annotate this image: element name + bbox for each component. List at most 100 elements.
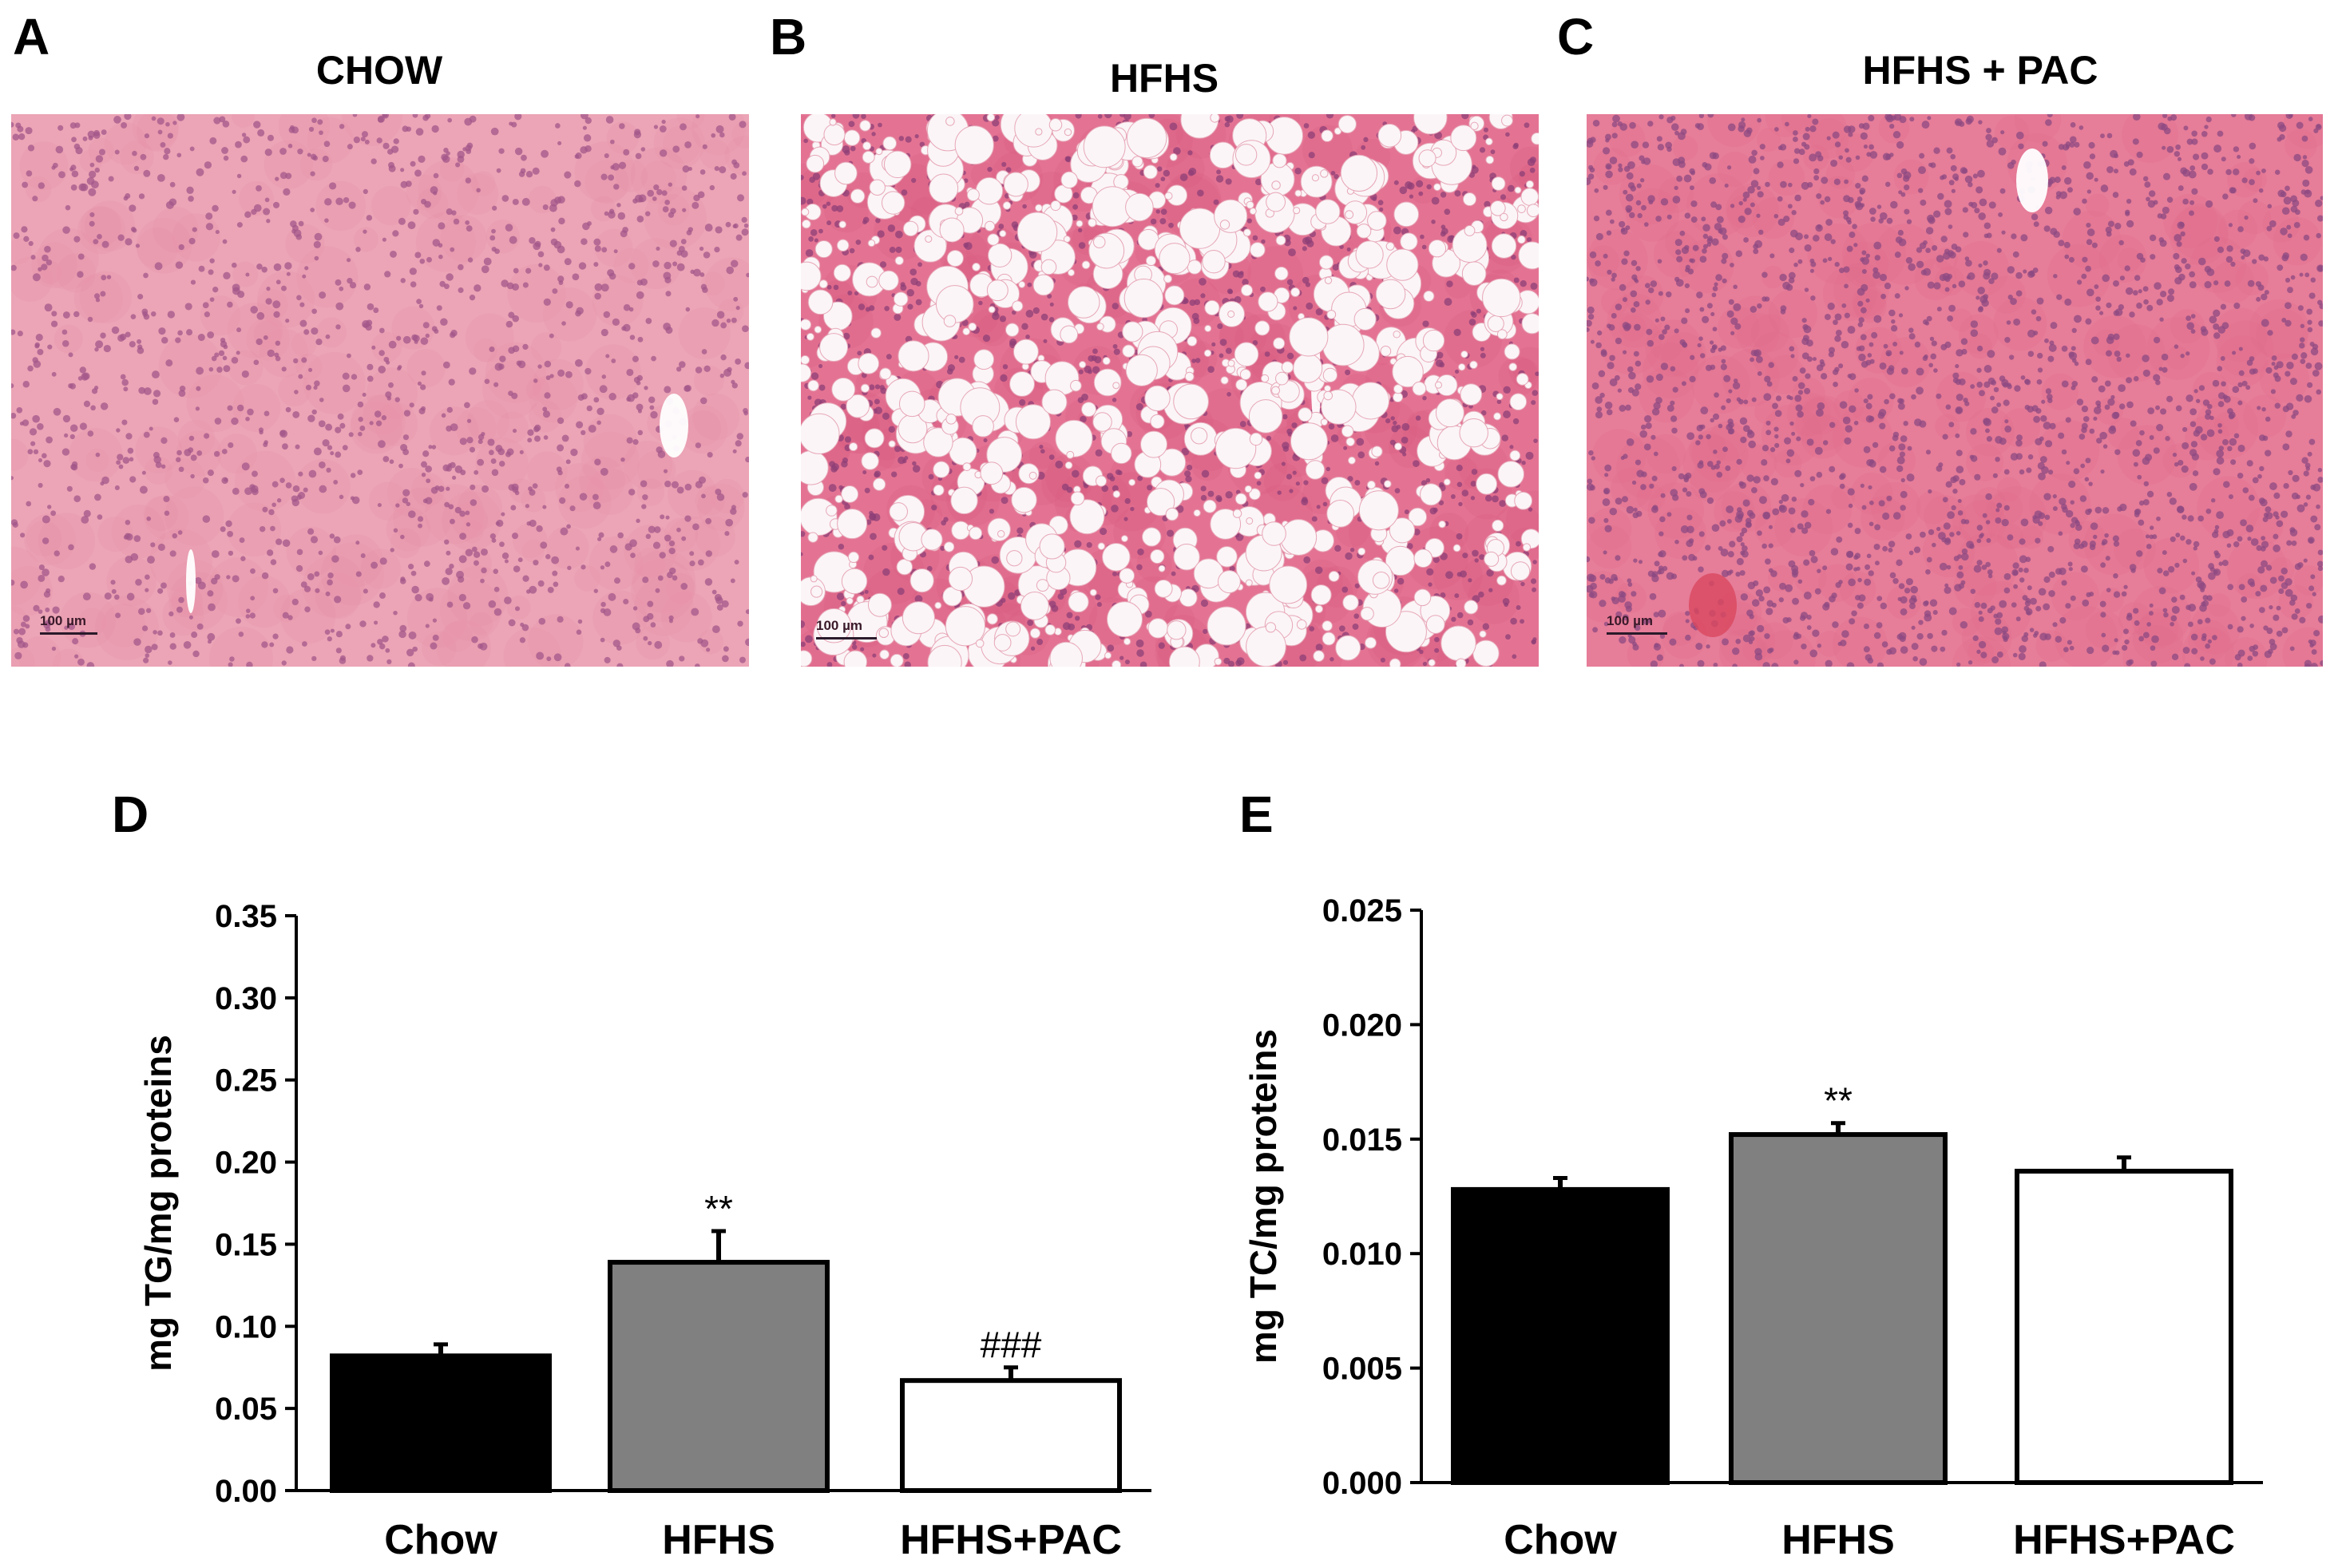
lipid-droplet bbox=[1386, 248, 1419, 281]
lipid-droplet bbox=[923, 427, 953, 457]
lipid-droplet bbox=[1341, 425, 1354, 438]
lipid-droplet bbox=[1097, 542, 1106, 550]
lipid-droplet bbox=[1293, 207, 1301, 215]
lipid-droplet bbox=[846, 597, 854, 605]
lipid-droplet bbox=[1491, 233, 1517, 259]
lipid-droplet bbox=[1125, 192, 1154, 222]
lipid-droplet bbox=[962, 327, 971, 336]
lipid-droplet bbox=[1139, 430, 1168, 458]
lipid-droplet bbox=[1012, 300, 1024, 312]
panel-letter-a: A bbox=[13, 8, 50, 65]
y-tick-label: 0.10 bbox=[215, 1309, 277, 1344]
lipid-droplet bbox=[1517, 204, 1526, 213]
lipid-droplet bbox=[1187, 335, 1198, 346]
lipid-droplet bbox=[993, 634, 1012, 651]
histology-image-hfhs bbox=[801, 114, 1539, 667]
panel-letter-c: C bbox=[1557, 8, 1595, 65]
lipid-droplet bbox=[1214, 657, 1223, 666]
lipid-droplet bbox=[1092, 236, 1106, 248]
lipid-droplet bbox=[1514, 186, 1522, 194]
lipid-droplet bbox=[1060, 325, 1079, 344]
lipid-droplet bbox=[1250, 242, 1266, 258]
lipid-droplet bbox=[1383, 480, 1392, 488]
lipid-droplet bbox=[1131, 156, 1143, 168]
y-tick-label: 0.005 bbox=[1322, 1352, 1402, 1387]
lipid-droplet bbox=[1234, 342, 1259, 367]
lipid-droplet bbox=[1274, 266, 1289, 281]
bar-hfhs bbox=[608, 1260, 830, 1493]
lipid-droplet bbox=[1482, 278, 1521, 318]
lipid-droplet bbox=[1324, 276, 1333, 284]
lipid-droplet bbox=[879, 649, 890, 660]
lipid-droplet bbox=[843, 650, 868, 667]
y-tick-label: 0.015 bbox=[1322, 1123, 1402, 1158]
lipid-droplet bbox=[1345, 210, 1354, 220]
lipid-droplet bbox=[1371, 445, 1383, 457]
lipid-droplet bbox=[1322, 620, 1333, 632]
panel-letter-b: B bbox=[770, 8, 807, 65]
significance-label: ** bbox=[1824, 1080, 1853, 1122]
lipid-droplet bbox=[1083, 125, 1126, 168]
lipid-droplet bbox=[1202, 249, 1226, 274]
lipid-droplet bbox=[925, 235, 933, 243]
lipid-droplet bbox=[1385, 241, 1395, 251]
lipid-droplet bbox=[1203, 499, 1217, 513]
lipid-droplet bbox=[1464, 600, 1479, 615]
lipid-droplet bbox=[1318, 255, 1334, 270]
lipid-droplet bbox=[1525, 180, 1535, 188]
lipid-droplet bbox=[1470, 121, 1479, 131]
lipid-droplet bbox=[988, 243, 1012, 267]
lipid-droplet bbox=[1248, 399, 1283, 434]
lipid-droplet bbox=[945, 117, 955, 126]
lipid-droplet bbox=[846, 394, 870, 418]
lipid-droplet bbox=[1216, 546, 1238, 568]
scale-bar-c bbox=[1607, 632, 1667, 635]
lipid-droplet bbox=[1501, 114, 1513, 127]
lipid-droplet bbox=[1485, 137, 1493, 146]
lipid-droplet bbox=[1227, 310, 1235, 319]
lipid-droplet bbox=[1150, 414, 1165, 430]
lipid-droplet bbox=[1460, 350, 1468, 358]
lipid-droplet bbox=[1413, 588, 1432, 607]
lipid-droplet bbox=[882, 136, 898, 151]
lipid-droplet bbox=[1326, 310, 1337, 319]
lipid-droplet bbox=[1111, 442, 1132, 465]
lipid-droplet bbox=[1055, 419, 1093, 457]
panel-letter-d: D bbox=[112, 786, 149, 843]
lipid-droplet bbox=[1462, 192, 1477, 207]
lipid-droplet bbox=[872, 477, 886, 491]
lipid-droplet bbox=[1269, 565, 1308, 604]
lipid-droplet bbox=[1347, 456, 1356, 465]
lipid-droplet bbox=[1006, 550, 1023, 567]
lipid-droplet bbox=[837, 509, 868, 540]
lipid-droplet bbox=[972, 415, 994, 438]
lipid-droplet bbox=[818, 279, 828, 289]
lipid-droplet bbox=[1531, 132, 1539, 145]
lipid-droplet bbox=[1452, 544, 1461, 552]
lipid-droplet bbox=[869, 179, 886, 196]
lipid-droplet bbox=[1184, 371, 1195, 382]
lipid-droplet bbox=[1050, 200, 1061, 212]
lipid-droplet bbox=[1258, 291, 1278, 312]
histology-image-chow bbox=[11, 114, 749, 667]
lipid-droplet bbox=[834, 494, 843, 504]
lipid-droplet bbox=[927, 644, 962, 667]
bar-hfhs-pac bbox=[900, 1378, 1122, 1493]
lipid-droplet bbox=[1018, 280, 1026, 288]
lipid-droplet bbox=[1076, 220, 1084, 228]
lipid-droplet bbox=[1093, 368, 1122, 397]
scale-label-b: 100 µm bbox=[816, 618, 862, 633]
lipid-droplet bbox=[1217, 570, 1241, 594]
lipid-droplet bbox=[1191, 427, 1208, 445]
histology-image-hfhs-pac bbox=[1587, 114, 2323, 667]
lipid-droplet bbox=[1492, 519, 1504, 532]
lipid-droplet bbox=[1345, 437, 1355, 447]
y-tick-label: 0.020 bbox=[1322, 1008, 1402, 1043]
lipid-droplet bbox=[878, 270, 899, 291]
lipid-droplet bbox=[987, 517, 1011, 542]
lipid-droplet bbox=[866, 275, 878, 288]
lipid-droplet bbox=[1455, 658, 1467, 667]
lipid-droplet bbox=[1242, 228, 1252, 237]
lipid-droplet bbox=[1335, 635, 1361, 661]
lipid-droplet bbox=[1305, 460, 1326, 480]
